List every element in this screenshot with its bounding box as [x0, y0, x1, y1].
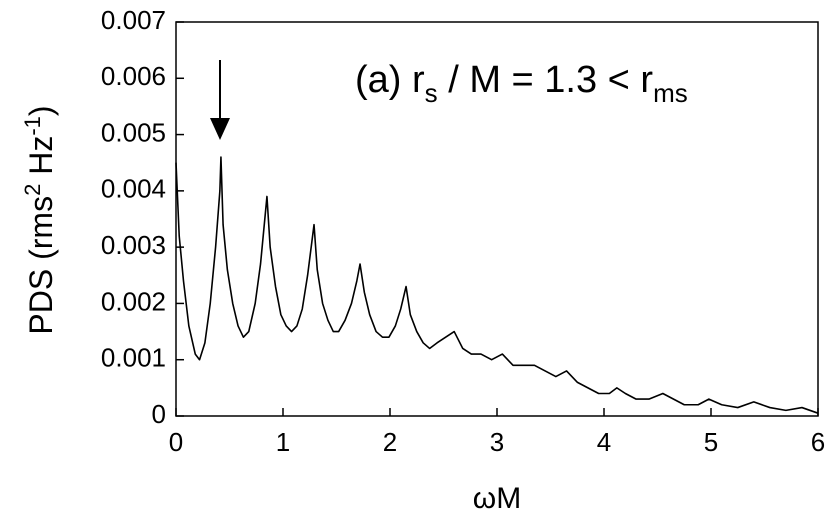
y-tick-label: 0.003 [101, 230, 166, 260]
annotation-sub: ms [653, 78, 688, 108]
annotation-part: (a) r [355, 59, 425, 101]
x-axis-label: ωM [473, 482, 521, 515]
y-tick-label: 0.006 [101, 61, 166, 91]
annotation: (a) rs / M = 1.3 < rms [355, 59, 688, 108]
x-tick-label: 6 [811, 427, 825, 457]
y-tick-label: 0.005 [101, 117, 166, 147]
arrow-head [210, 118, 230, 140]
x-tick-label: 2 [383, 427, 397, 457]
x-tick-label: 3 [490, 427, 504, 457]
y-label-sup: -1 [20, 116, 45, 136]
y-label-sup: 2 [20, 184, 45, 196]
annotation-sub: s [425, 78, 438, 108]
y-label-part: PDS (rms [23, 196, 59, 335]
arrow [210, 60, 230, 140]
x-tick-label: 5 [704, 427, 718, 457]
x-tick-label: 4 [597, 427, 611, 457]
y-tick-label: 0.007 [101, 5, 166, 35]
y-axis-label: PDS (rms2 Hz-1) [20, 105, 59, 334]
y-tick-label: 0.004 [101, 174, 166, 204]
y-label-part: Hz [23, 136, 59, 184]
data-line [175, 156, 819, 414]
y-tick-label: 0.002 [101, 286, 166, 316]
y-tick-label: 0 [152, 399, 166, 429]
y-label-part: ) [23, 105, 59, 116]
x-tick-label: 1 [276, 427, 290, 457]
x-tick-label: 0 [169, 427, 183, 457]
y-tick-label: 0.001 [101, 343, 166, 373]
annotation-part: / M = 1.3 < r [438, 59, 654, 101]
